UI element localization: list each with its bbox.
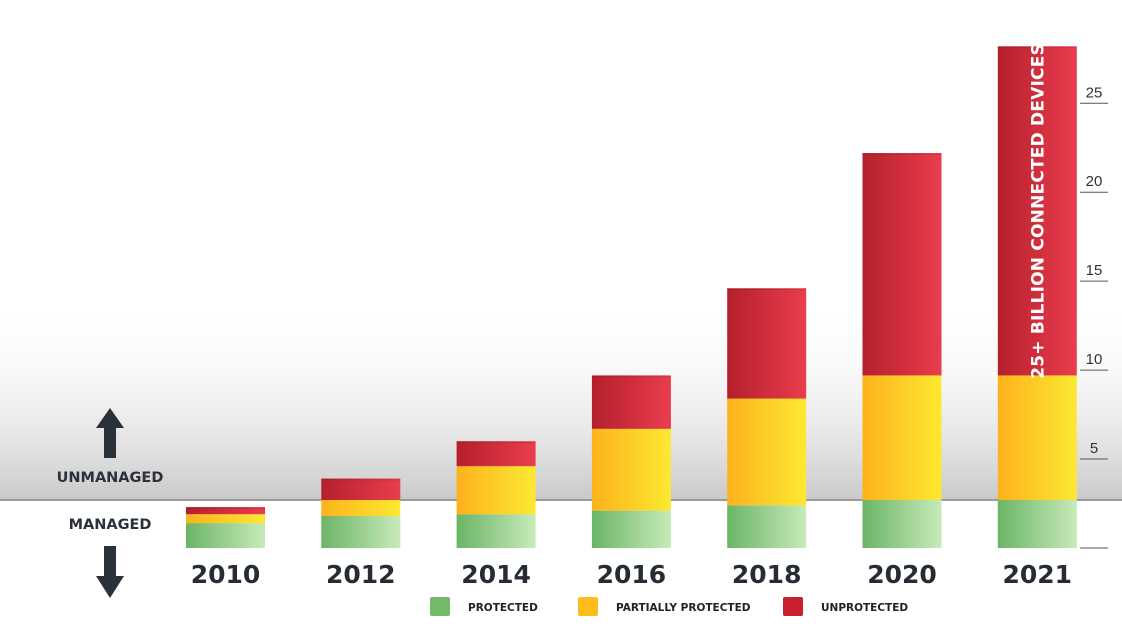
x-tick-label-2020: 2020 xyxy=(867,560,937,589)
bar-cap-2020 xyxy=(862,153,942,156)
bar-2010 xyxy=(186,507,265,548)
bar-cap-2010 xyxy=(186,507,265,510)
y-tick-label-25: 25 xyxy=(1086,84,1103,101)
managed-threshold-line xyxy=(0,499,1122,501)
x-axis-labels: 2010 2012 2014 2016 2018 2020 2021 xyxy=(191,560,1072,589)
legend-swatch-unprotected xyxy=(783,597,803,616)
bar-segment-unprotected-2010 xyxy=(186,507,265,515)
bar-segment-partially-protected-2021 xyxy=(997,375,1077,500)
y-tick-label-5: 5 xyxy=(1090,440,1098,457)
bar-cap-2021 xyxy=(997,46,1077,49)
y-tick-label-10: 10 xyxy=(1086,351,1103,368)
bar-segment-partially-protected-2016 xyxy=(591,428,671,511)
legend-label-partially-protected: PARTIALLY PROTECTED xyxy=(616,602,751,614)
x-tick-label-2014: 2014 xyxy=(461,560,531,589)
bar-segment-protected-2020 xyxy=(862,499,942,548)
bars: 25+ BILLION CONNECTED DEVICES xyxy=(186,43,1077,548)
legend-label-unprotected: UNPROTECTED xyxy=(821,602,908,614)
bar-2021 xyxy=(997,46,1077,548)
arrow-down-icon xyxy=(96,546,124,598)
bar-segment-partially-protected-2010 xyxy=(186,514,265,524)
legend: PROTECTED PARTIALLY PROTECTED UNPROTECTED xyxy=(430,597,908,616)
x-tick-label-2021: 2021 xyxy=(1003,560,1073,589)
bar-segment-unprotected-2018 xyxy=(727,288,807,399)
x-tick-label-2016: 2016 xyxy=(597,560,667,589)
bar-segment-protected-2016 xyxy=(591,510,671,548)
x-tick-label-2018: 2018 xyxy=(732,560,802,589)
bar-segment-partially-protected-2018 xyxy=(727,398,807,506)
bar-segment-partially-protected-2012 xyxy=(321,499,401,516)
bar-2014 xyxy=(456,441,536,548)
bar-segment-unprotected-2016 xyxy=(591,375,671,429)
bar-2020 xyxy=(862,153,942,548)
bar-cap-2012 xyxy=(321,478,401,481)
bar-segment-protected-2014 xyxy=(456,514,536,548)
managed-label: MANAGED xyxy=(69,517,152,533)
y-tick-label-20: 20 xyxy=(1086,173,1103,190)
legend-swatch-partially-protected xyxy=(578,597,598,616)
bar-segment-partially-protected-2020 xyxy=(862,375,942,500)
bar-segment-protected-2012 xyxy=(321,515,401,548)
y-tick-label-15: 15 xyxy=(1086,262,1103,279)
bar-segment-protected-2018 xyxy=(727,505,807,548)
bar-cap-2016 xyxy=(591,375,671,378)
bar-segment-protected-2021 xyxy=(997,499,1077,548)
unmanaged-label: UNMANAGED xyxy=(57,470,164,486)
bar-2016 xyxy=(591,375,671,548)
bar-cap-2018 xyxy=(727,288,807,291)
bar-segment-unprotected-2021 xyxy=(997,46,1077,376)
bar-2018 xyxy=(727,288,807,548)
unmanaged-zone-background xyxy=(0,300,1122,500)
bar-cap-2014 xyxy=(456,441,536,444)
x-tick-label-2012: 2012 xyxy=(326,560,396,589)
bar-segment-unprotected-2014 xyxy=(456,441,536,467)
annotation-2021: 25+ BILLION CONNECTED DEVICES xyxy=(1028,43,1048,379)
bar-2012 xyxy=(321,478,401,548)
bar-segment-unprotected-2012 xyxy=(321,478,401,500)
bar-segment-partially-protected-2014 xyxy=(456,466,536,515)
arrow-up-icon xyxy=(96,408,124,458)
legend-label-protected: PROTECTED xyxy=(468,602,538,614)
bar-segment-protected-2010 xyxy=(186,523,265,548)
bar-segment-unprotected-2020 xyxy=(862,153,942,376)
unmanaged-label-group: UNMANAGED xyxy=(57,408,164,486)
legend-swatch-protected xyxy=(430,597,450,616)
y-axis-right: 5 10 15 20 25 xyxy=(1080,84,1108,549)
x-tick-label-2010: 2010 xyxy=(191,560,261,589)
managed-label-group: MANAGED xyxy=(69,517,152,598)
